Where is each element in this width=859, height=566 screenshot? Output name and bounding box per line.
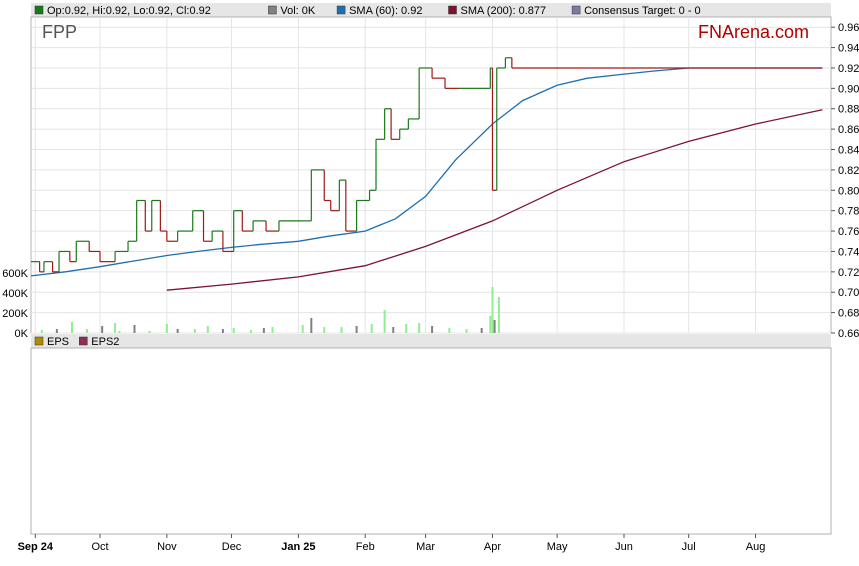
x-tick-label: Nov bbox=[157, 541, 177, 553]
legend-item-label: Op:0.92, Hi:0.92, Lo:0.92, Cl:0.92 bbox=[47, 5, 211, 17]
y-tick-label: 0.84 bbox=[838, 145, 859, 157]
swatch-olive-icon bbox=[34, 336, 44, 346]
volume-bar bbox=[489, 316, 492, 333]
x-tick-label: Mar bbox=[416, 541, 435, 553]
swatch-maroon-icon bbox=[79, 336, 88, 346]
volume-tick-label: 400K bbox=[2, 288, 28, 300]
volume-bar bbox=[193, 329, 196, 333]
price-plot-area bbox=[30, 16, 832, 334]
swatch-grey-icon bbox=[268, 5, 277, 15]
volume-bar bbox=[465, 329, 468, 333]
x-tick-label: Oct bbox=[91, 541, 108, 553]
y-tick-label: 0.88 bbox=[838, 104, 859, 116]
volume-bar bbox=[431, 326, 434, 333]
volume-bar bbox=[206, 326, 209, 333]
y-tick-label: 0.66 bbox=[838, 328, 859, 340]
x-tick-label: Jun bbox=[615, 541, 633, 553]
volume-bar bbox=[418, 323, 421, 333]
y-tick-label: 0.92 bbox=[838, 63, 859, 75]
x-tick-label: Aug bbox=[746, 541, 766, 553]
volume-bar bbox=[232, 328, 235, 333]
volume-bar bbox=[355, 326, 358, 333]
legend-item-label: Vol: 0K bbox=[280, 5, 316, 17]
volume-bar bbox=[497, 297, 500, 333]
volume-bar bbox=[383, 310, 386, 333]
volume-bar bbox=[392, 327, 395, 333]
swatch-purple-icon bbox=[571, 5, 581, 15]
volume-axis-ticks: 600K 400K 200K 0K bbox=[2, 268, 28, 340]
y-tick-label: 0.80 bbox=[838, 185, 859, 197]
eps-plot-area bbox=[30, 347, 832, 535]
swatch-green-icon bbox=[34, 5, 44, 15]
legend-item-label: EPS2 bbox=[91, 336, 119, 348]
x-axis-ticks: Sep 24 Oct Nov Dec Jan 25 Feb Mar Apr May Jun Jul A… bbox=[18, 534, 766, 553]
volume-bar bbox=[118, 331, 121, 333]
y-tick-label: 0.72 bbox=[838, 267, 859, 279]
volume-bar bbox=[370, 324, 373, 333]
volume-bar bbox=[55, 329, 58, 333]
volume-bar bbox=[148, 331, 151, 333]
y-axis-ticks: 0.96 0.94 0.92 0.90 0.88 0.86 0.84 0.82 0.80 0.78… bbox=[831, 22, 859, 340]
volume-tick-label: 200K bbox=[2, 308, 28, 320]
volume-bar bbox=[101, 326, 104, 333]
volume-bar bbox=[310, 318, 313, 333]
swatch-blue-icon bbox=[336, 5, 346, 15]
volume-bar bbox=[480, 328, 483, 333]
sma200-line bbox=[166, 109, 823, 291]
volume-bars bbox=[40, 287, 500, 333]
volume-bar bbox=[114, 323, 117, 333]
legend-item-label: Consensus Target: 0 - 0 bbox=[584, 5, 701, 17]
y-tick-label: 0.86 bbox=[838, 124, 859, 136]
swatch-maroon-icon bbox=[448, 5, 457, 15]
volume-tick-label: 0K bbox=[15, 328, 29, 340]
volume-bar bbox=[448, 328, 451, 333]
volume-bar bbox=[491, 287, 494, 333]
x-tick-label: Sep 24 bbox=[18, 541, 54, 553]
top-legend: Op:0.92, Hi:0.92, Lo:0.92, Cl:0.92 Vol: 0… bbox=[31, 3, 831, 17]
volume-bar bbox=[405, 324, 408, 333]
sma60-line bbox=[30, 67, 823, 277]
volume-bar bbox=[40, 330, 43, 333]
x-tick-label: Apr bbox=[484, 541, 501, 553]
eps-legend: EPS EPS2 bbox=[31, 334, 831, 348]
legend-item-label: SMA (60): 0.92 bbox=[349, 5, 422, 17]
y-tick-label: 0.76 bbox=[838, 226, 859, 238]
x-tick-label: Dec bbox=[222, 541, 242, 553]
legend-item-label: EPS bbox=[47, 336, 69, 348]
y-tick-label: 0.74 bbox=[838, 246, 859, 258]
volume-bar bbox=[323, 327, 326, 333]
y-tick-label: 0.68 bbox=[838, 308, 859, 320]
legend-item-label: SMA (200): 0.877 bbox=[461, 5, 547, 17]
x-tick-label: May bbox=[547, 541, 568, 553]
y-tick-label: 0.96 bbox=[838, 22, 859, 34]
x-tick-label: Feb bbox=[356, 541, 375, 553]
grid bbox=[31, 17, 831, 534]
volume-bar bbox=[262, 328, 265, 333]
volume-bar bbox=[271, 327, 274, 333]
volume-bar bbox=[301, 325, 304, 333]
volume-bar bbox=[133, 325, 136, 333]
y-tick-label: 0.94 bbox=[838, 43, 859, 55]
volume-bar bbox=[165, 324, 168, 333]
volume-bar bbox=[176, 329, 179, 333]
volume-bar bbox=[221, 329, 224, 333]
y-tick-label: 0.70 bbox=[838, 287, 859, 299]
volume-bar bbox=[86, 329, 89, 333]
x-tick-label: Jan 25 bbox=[281, 541, 315, 553]
volume-bar bbox=[70, 322, 73, 333]
volume-bar bbox=[340, 327, 343, 333]
volume-tick-label: 600K bbox=[2, 268, 28, 280]
y-tick-label: 0.90 bbox=[838, 83, 859, 95]
brand-logo: FNArena.com bbox=[698, 22, 809, 42]
y-tick-label: 0.78 bbox=[838, 206, 859, 218]
y-tick-label: 0.82 bbox=[838, 165, 859, 177]
x-tick-label: Jul bbox=[682, 541, 696, 553]
volume-bar bbox=[493, 320, 496, 333]
ticker-label: FPP bbox=[42, 22, 77, 42]
volume-bar bbox=[249, 330, 252, 333]
